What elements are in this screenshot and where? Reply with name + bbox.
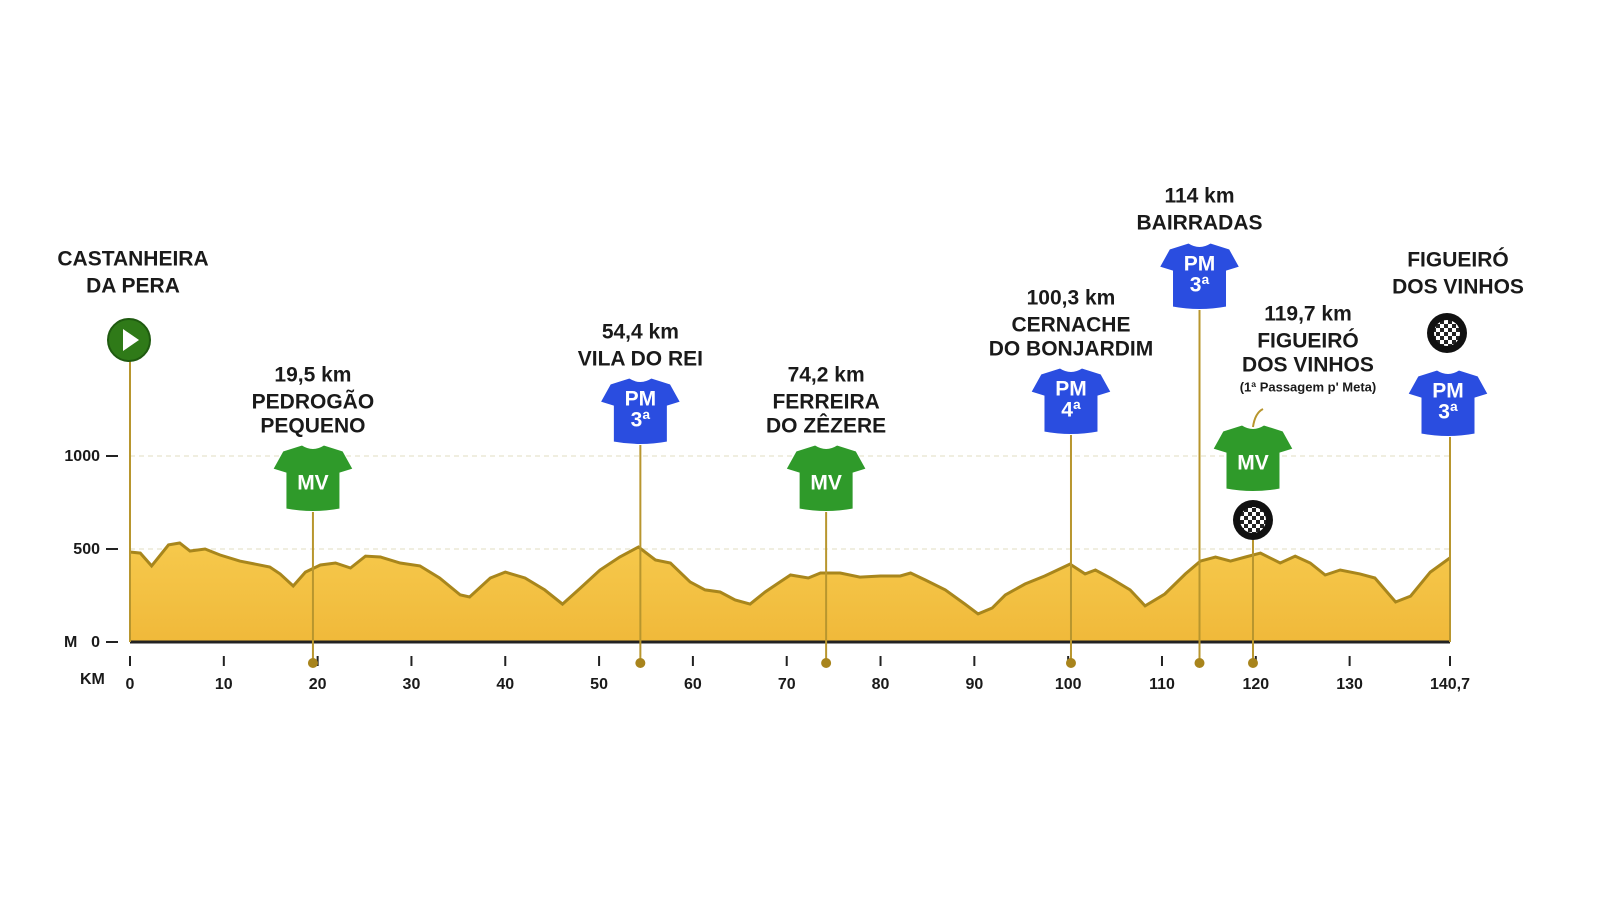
jersey-category: 4ª (1061, 399, 1081, 422)
km-label: 74,2 km (788, 364, 865, 387)
jersey-label: PM (1055, 378, 1087, 401)
x-tick-label: 130 (1336, 676, 1363, 693)
jersey-shape (1407, 369, 1489, 437)
jersey-shape (785, 444, 867, 512)
x-tick-label: 10 (215, 676, 233, 693)
x-tick-label: 0 (126, 676, 135, 693)
jersey-label: PM (1432, 380, 1464, 403)
jersey-category: 3ª (631, 409, 651, 432)
x-tick-label: 50 (590, 676, 608, 693)
km-label: 19,5 km (274, 364, 351, 387)
jersey-label: MV (810, 472, 842, 495)
x-tick-label: 60 (684, 676, 702, 693)
x-tick-label: 20 (309, 676, 327, 693)
y-tick-label: 1000 (64, 448, 100, 465)
y-axis-label: M (64, 634, 77, 651)
finish-name: DOS VINHOS (1392, 276, 1524, 299)
finish-icon-pattern (1434, 320, 1460, 346)
finish-name: FIGUEIRÓ (1407, 248, 1509, 272)
x-axis-label: KM (80, 671, 105, 688)
place-name: DO BONJARDIM (989, 338, 1154, 361)
jersey-shape (1030, 367, 1112, 435)
jersey-shape (1212, 424, 1294, 492)
jersey-label: MV (1237, 452, 1269, 475)
jersey-label: MV (297, 472, 329, 495)
x-tick-label: 100 (1055, 676, 1082, 693)
km-label: 100,3 km (1027, 287, 1116, 310)
jersey: MV (1212, 424, 1294, 492)
km-marker (307, 658, 318, 668)
y-tick-label: 500 (73, 541, 100, 558)
x-tick-label: 110 (1149, 676, 1175, 693)
place-name: CERNACHE (1011, 314, 1130, 337)
place-name: PEDROGÃO (252, 391, 375, 414)
start-name: DA PERA (86, 275, 180, 298)
x-tick-label: 90 (965, 676, 983, 693)
start-name: CASTANHEIRA (57, 248, 208, 271)
km-marker (1065, 658, 1076, 668)
km-marker (821, 658, 832, 668)
x-tick-label: 30 (403, 676, 421, 693)
x-tick-label: 140,7 (1430, 676, 1470, 693)
x-tick-label: 40 (496, 676, 514, 693)
place-name: FERREIRA (772, 391, 879, 414)
place-name: FIGUEIRÓ (1257, 329, 1359, 353)
jersey-category: 3ª (1438, 401, 1458, 424)
jersey-shape (272, 444, 354, 512)
jersey-label: PM (625, 388, 657, 411)
jersey: MV (785, 444, 867, 512)
place-name: DO ZÊZERE (766, 414, 886, 438)
x-tick-label: 80 (872, 676, 890, 693)
km-marker (1194, 658, 1205, 668)
finish-icon-pattern (1239, 507, 1266, 533)
place-name: DOS VINHOS (1242, 354, 1374, 377)
place-name: BAIRRADAS (1137, 212, 1263, 235)
profile-area (130, 543, 1450, 642)
km-marker (635, 658, 646, 668)
x-tick-label: 70 (778, 676, 796, 693)
profile-line (129, 541, 1451, 616)
jersey-shape (599, 377, 682, 445)
leader (1252, 408, 1264, 428)
y-tick-label: 0 (91, 634, 100, 651)
x-tick-label: 120 (1242, 676, 1269, 693)
jersey-category: 3ª (1190, 274, 1210, 297)
place-name: PEQUENO (260, 415, 365, 438)
km-label: 54,4 km (602, 321, 679, 344)
note: (1ª Passagem p' Meta) (1240, 379, 1377, 394)
km-label: 119,7 km (1264, 303, 1352, 326)
jersey: MV (272, 444, 354, 512)
jersey-label: PM (1184, 253, 1216, 276)
km-marker (1247, 658, 1258, 668)
jersey-shape (1158, 242, 1241, 310)
km-label: 114 km (1164, 185, 1234, 208)
place-name: VILA DO REI (578, 348, 703, 371)
start-arrow (123, 329, 139, 351)
